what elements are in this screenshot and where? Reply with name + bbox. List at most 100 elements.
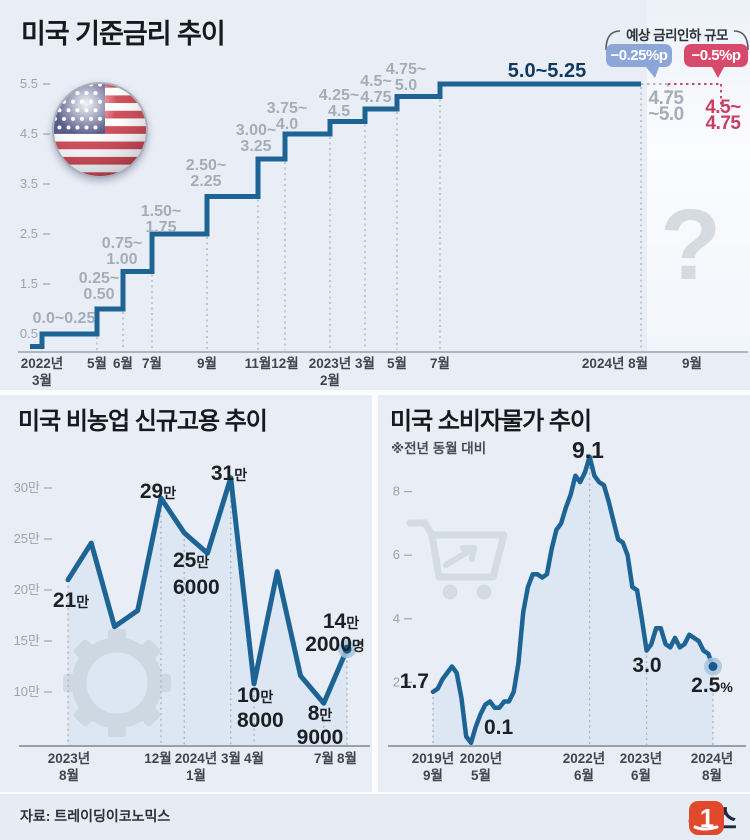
rate-cut-callout-title: 예상 금리인하 규모 [626, 28, 728, 43]
question-mark-watermark: ? [660, 189, 722, 301]
cart-handle [406, 519, 436, 539]
rate-cut-badge-half: −0.5%p [684, 44, 748, 78]
footer: 자료: 트레이딩이코노믹스 뉴스 1 [0, 792, 750, 840]
value-label: 8만 [308, 702, 333, 725]
value-label: 29만 [140, 480, 176, 503]
rate-cut-badge-quarter: −0.25%p [606, 44, 672, 78]
value-label: 2000명 [305, 633, 365, 656]
value-label: 10만 [237, 684, 273, 707]
cpi-line-chart: 86422019년9월2020년5월2022년6월2023년6월2024년8월1… [388, 437, 746, 783]
x-tick-label: 2022년 [563, 751, 605, 766]
x-tick-label: 9월 [423, 767, 443, 783]
value-label: 14만 [323, 610, 359, 633]
x-tick-label: 4월 [244, 750, 264, 766]
y-tick-label: 20만 [14, 582, 40, 597]
value-label: 9000 [297, 726, 344, 749]
cart-wheel [476, 584, 492, 600]
x-tick-label: 2024년 [691, 751, 733, 766]
value-label: 25만 [173, 549, 209, 572]
step-range-label: 3.25 [240, 138, 271, 155]
projection-label-half: 4.5~ 4.75 [700, 97, 746, 134]
x-tick-label: 7월 [142, 355, 162, 371]
x-tick-label: 6월 [631, 767, 651, 783]
x-tick-label: 6월 [113, 355, 133, 371]
value-label: 8000 [237, 709, 284, 732]
x-tick-label: 2022년 [21, 356, 63, 371]
projection-half-line1: 4.5~ [705, 97, 741, 118]
flag-star [62, 83, 66, 87]
rate-step-chart: 5.5 4.5 3.5 2.5 1.5 0.50.0~0.25 0.25~0.50 0.75~… [18, 30, 749, 388]
step-range-label: 5.0 [395, 77, 417, 94]
value-label: 6000 [173, 576, 220, 599]
step-range-label: 3.00~ [236, 122, 276, 139]
step-range-label: 0.50 [83, 286, 114, 303]
y-tick-label: 25만 [14, 531, 40, 546]
step-range-label: 4.5~ [360, 73, 392, 90]
y-tick-label: 30만 [14, 480, 40, 495]
flag-ring [52, 82, 148, 178]
value-label: 0.1 [484, 716, 514, 739]
step-range-label: 3.75~ [267, 100, 307, 117]
area-fill [68, 477, 347, 745]
rate-chart-title: 미국 기준금리 추이 [21, 19, 226, 49]
logo-badge-swoosh [693, 825, 719, 831]
y-tick-label: 4.5 [20, 126, 38, 141]
cart-wheel [442, 584, 458, 600]
endpoint-dot [708, 662, 718, 671]
x-tick-label: 5월 [471, 767, 491, 783]
source-note: 자료: 트레이딩이코노믹스 [20, 808, 171, 824]
x-tick-label: 3월 [221, 750, 241, 766]
step-range-label: 0.75~ [102, 235, 142, 252]
x-tick-label: 1월 [186, 767, 206, 783]
y-tick-label: 2 [393, 674, 400, 689]
x-tick-label: 11월 [245, 355, 272, 371]
flag-star [57, 91, 62, 96]
projection-half-line2: 4.75 [705, 113, 741, 134]
gear-ring [71, 637, 163, 729]
step-range-label: 1.75 [145, 219, 176, 236]
x-tick-label: 5월 [387, 355, 407, 371]
y-tick-label: 2.5 [20, 226, 38, 241]
callout-bracket-right [733, 30, 749, 51]
x-tick-label: 3월 [32, 372, 52, 388]
step-range-label: 0.0~0.25 [33, 310, 96, 327]
x-tick-label: 3월 [355, 355, 375, 371]
value-label: 3.0 [632, 654, 661, 677]
cpi-chart-title: 미국 소비자물가 추이 [390, 408, 592, 435]
gear-icon [63, 629, 171, 737]
step-range-label: 0.25~ [79, 270, 119, 287]
step-range-label: 4.0 [276, 116, 298, 133]
value-label: 2.5% [691, 674, 733, 697]
y-tick-label: 10만 [14, 684, 40, 699]
x-tick-label: 7월 [314, 750, 334, 766]
flag-gloss [53, 83, 147, 177]
flag-star [71, 83, 75, 87]
x-tick-label: 8월 [702, 767, 722, 783]
step-range-label: 4.75~ [386, 61, 426, 78]
step-range-label: 2.50~ [186, 157, 226, 174]
y-tick-label: 3.5 [20, 176, 38, 191]
news1-logo-badge: 1 [689, 801, 725, 835]
y-tick-label: 15만 [14, 633, 40, 648]
y-tick-label: 1.5 [20, 276, 38, 291]
logo-badge-one: 1 [700, 803, 714, 833]
x-tick-label: 2023년 [309, 356, 351, 371]
step-range-label: 1.50~ [141, 203, 181, 220]
projection-quarter-line1: 4.75 [648, 88, 684, 109]
step-range-label: 4.25~ [319, 87, 359, 104]
y-tick-label: 4 [393, 611, 400, 626]
section-divider-horizontal [0, 390, 750, 395]
flag-star [53, 83, 57, 87]
y-tick-label: 0.5 [20, 326, 38, 341]
x-tick-label: 2024년 8월 [582, 355, 648, 371]
x-tick-label: 12월 [144, 750, 171, 766]
flag-star [53, 99, 57, 104]
x-tick-label: 2023년 [620, 751, 662, 766]
current-rate-label: 5.0~5.25 [508, 60, 586, 82]
employment-line [65, 475, 350, 706]
step-range-label: 4.75 [360, 89, 391, 106]
y-tick-label: 8 [393, 484, 400, 499]
cart-basket [428, 531, 508, 581]
x-tick-label: 6월 [574, 767, 594, 783]
